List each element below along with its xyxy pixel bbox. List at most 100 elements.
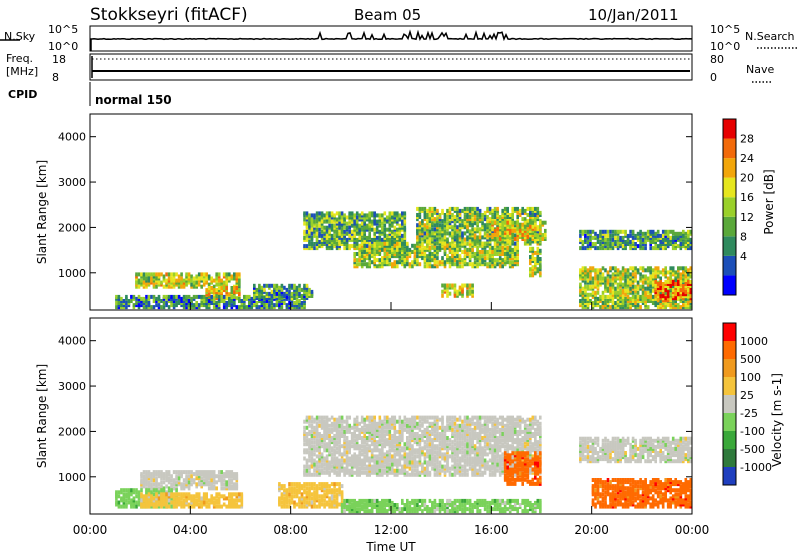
data-cell [268,299,271,303]
data-cell [313,219,316,224]
data-cell [508,233,512,237]
data-cell [674,274,677,279]
data-cell [335,242,339,246]
data-cell [396,245,399,250]
data-cell [486,215,489,219]
data-cell [518,224,522,229]
data-cell [614,274,617,279]
data-cell [373,215,376,220]
data-cell [147,496,151,501]
data-cell [210,276,213,281]
cpid-label: CPID [8,88,37,101]
data-cell [137,303,141,308]
data-cell [142,470,146,475]
data-cell [481,254,484,259]
data-cell [355,454,359,459]
data-cell [529,213,532,217]
data-cell [471,289,474,294]
data-cell [298,287,301,292]
data-cell [529,261,532,266]
data-cell [619,244,622,249]
data-cell [235,305,239,310]
data-cell [378,260,382,265]
data-cell [293,490,296,495]
data-cell [298,299,301,303]
data-cell [320,468,324,473]
data-cell [413,254,417,259]
data-cell [363,438,366,443]
data-cell [355,462,359,467]
data-cell [423,223,427,228]
data-cell [644,246,647,251]
data-cell [687,301,690,305]
data-cell [406,245,409,250]
data-cell [661,229,665,234]
data-cell [353,438,356,443]
data-cell [217,274,221,279]
data-cell [619,299,622,303]
data-cell [345,240,349,244]
data-cell [338,244,341,249]
data-cell [310,434,314,438]
data-cell [448,264,452,269]
data-cell [137,272,141,277]
data-cell [200,496,203,501]
data-cell [463,217,467,222]
data-cell [315,438,319,443]
data-cell [426,245,429,250]
data-cell [687,244,690,249]
data-cell [303,442,306,447]
data-cell [601,294,605,299]
data-cell [388,233,392,238]
data-cell [431,245,434,250]
data-cell [187,303,191,308]
data-cell [360,425,364,430]
data-cell [599,242,602,246]
data-cell [453,237,457,242]
data-cell [446,293,449,298]
data-cell [386,245,389,250]
data-cell [350,466,354,471]
data-cell [338,486,341,491]
data-cell [217,292,221,297]
data-cell [303,294,306,298]
data-cell [396,241,399,246]
data-cell [135,272,138,277]
data-cell [634,284,637,289]
data-cell [381,213,384,218]
data-cell [240,303,244,308]
data-cell [145,500,148,505]
data-cell [428,237,432,242]
data-cell [466,227,469,232]
data-cell [496,237,499,242]
data-cell [180,500,183,505]
data-cell [473,206,477,211]
data-cell [238,492,241,497]
data-cell [596,299,600,303]
data-cell [674,288,677,293]
data-cell [170,504,173,509]
data-cell [666,292,670,297]
data-cell [125,294,128,299]
data-cell [677,288,680,293]
data-cell [233,504,236,509]
data-cell [338,466,341,471]
data-cell [333,240,336,244]
data-cell [674,303,677,308]
data-cell [526,219,530,224]
data-cell [177,294,181,299]
data-cell [398,229,402,234]
data-cell [280,492,284,497]
data-cell [589,229,592,234]
data-cell [584,229,587,234]
data-cell [501,241,504,246]
data-cell [157,494,161,499]
data-cell [358,452,361,457]
data-cell [308,229,311,234]
data-cell [200,303,203,308]
data-cell [599,268,602,273]
data-cell [190,282,193,287]
data-cell [594,233,597,238]
data-cell [408,250,412,254]
data-cell [619,278,622,283]
